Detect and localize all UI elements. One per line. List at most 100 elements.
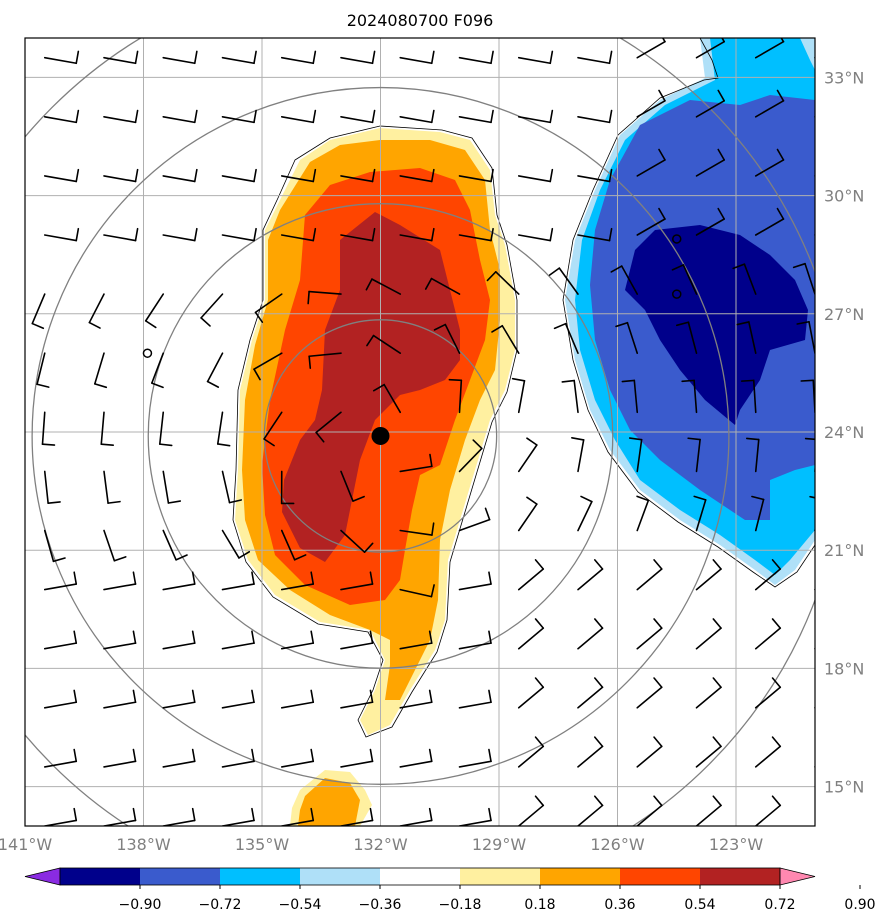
wind-barb-flag: [191, 689, 196, 704]
wind-barb-flag: [310, 571, 315, 585]
wind-barb: [814, 824, 815, 826]
wind-barb: [636, 38, 666, 59]
wind-barb: [754, 148, 785, 177]
wind-barb-shaft: [517, 175, 552, 183]
wind-barb-shaft: [754, 568, 782, 591]
wind-barb: [399, 584, 435, 598]
wind-barb-flag: [315, 431, 325, 443]
wind-barb: [43, 571, 78, 591]
wind-barb-shaft: [577, 56, 611, 65]
wind-barb: [340, 630, 374, 650]
wind-barb-flag: [431, 522, 435, 536]
wind-barb-flag: [193, 109, 198, 124]
wind-barb-flag: [615, 321, 629, 328]
wind-barb: [399, 630, 433, 650]
wind-barb-shaft: [340, 819, 374, 826]
wind-barb-flag: [717, 89, 726, 102]
wind-barb: [340, 50, 376, 65]
wind-barb-flag: [371, 109, 376, 124]
wind-barb-flag: [253, 50, 257, 65]
wind-barb-shaft: [43, 583, 78, 591]
wind-barb: [162, 571, 196, 591]
lat-tick-label: 33°N: [824, 68, 864, 87]
wind-barb-shaft: [748, 321, 757, 355]
wind-barb-flag: [369, 748, 374, 763]
wind-barb-flag: [73, 748, 78, 763]
wind-barb: [636, 207, 666, 236]
wind-barb: [162, 168, 198, 183]
wind-barb: [754, 38, 785, 59]
wind-barb-shaft: [808, 320, 815, 355]
wind-barb-shaft: [814, 706, 815, 709]
wind-barb-shaft: [577, 627, 604, 650]
wind-barb: [280, 470, 295, 505]
wind-barb-flag: [687, 437, 701, 441]
lon-tick-label: 138°W: [116, 835, 171, 854]
wind-barb: [103, 630, 137, 650]
wind-barb-shaft: [162, 470, 170, 504]
wind-barb-flag: [490, 168, 494, 183]
wind-barb-shaft: [636, 499, 650, 532]
wind-barb-flag: [800, 379, 815, 382]
wind-barb: [43, 227, 80, 242]
wind-barb-shaft: [558, 267, 579, 295]
wind-barb-shaft: [43, 529, 55, 563]
wind-barb: [36, 352, 50, 388]
wind-barb-shaft: [280, 529, 296, 561]
wind-barb: [340, 529, 374, 553]
wind-barb-flag: [191, 748, 196, 763]
wind-barb: [561, 379, 579, 414]
wind-barb: [577, 50, 613, 65]
wind-barb-shaft: [695, 159, 726, 177]
colorbar-tick-label: 0.90: [844, 897, 875, 913]
wind-barb-shaft: [43, 116, 78, 124]
wind-barb: [671, 264, 698, 295]
wind-barb: [458, 50, 494, 65]
wind-barb-flag: [47, 501, 61, 505]
wind-barb: [103, 50, 139, 65]
wind-barb: [754, 677, 782, 709]
longitude-tick-labels: 141°W 138°W 135°W 132°W 129°W 126°W 123°W: [0, 835, 763, 854]
wind-barb: [280, 571, 315, 591]
wind-barb-flag: [263, 438, 275, 447]
lat-lon-gridlines: [25, 38, 815, 826]
wind-barb-shaft: [754, 100, 785, 118]
wind-barb-flag: [484, 507, 491, 521]
wind-barb-flag: [134, 227, 139, 242]
wind-barb: [636, 89, 666, 118]
wind-barb-flag: [310, 748, 315, 763]
wind-barb: [458, 109, 494, 124]
wind-barb-shaft: [636, 686, 663, 709]
wind-barb-flag: [73, 571, 78, 585]
wind-barb-shaft: [399, 465, 433, 473]
wind-barb-flag: [73, 630, 78, 644]
wind-barb: [162, 689, 196, 709]
wind-barb: [577, 559, 604, 591]
wind-barb: [732, 263, 757, 295]
wind-barb: [315, 411, 342, 443]
colorbar-segment: [140, 868, 221, 885]
wind-barb-flag: [771, 559, 782, 570]
wind-barb-shaft: [383, 383, 402, 414]
wind-barb-flag: [132, 748, 137, 763]
wind-barb-flag: [369, 689, 374, 704]
wind-barb-flag: [430, 227, 435, 242]
wind-barb-shaft: [743, 263, 757, 295]
wind-barb-flag: [430, 109, 435, 124]
wind-barb-flag: [94, 383, 108, 389]
wind-barb-shaft: [43, 234, 78, 242]
wind-barb-flag: [253, 227, 257, 242]
wind-barb-flag: [776, 89, 785, 102]
wind-barb-shaft: [693, 379, 698, 414]
wind-barb-shaft: [695, 804, 722, 826]
wind-barb-flag: [549, 227, 554, 242]
wind-barb-flag: [608, 50, 613, 65]
wind-barb-flag: [430, 584, 435, 598]
contour-fill-small-0.36: [298, 778, 360, 826]
wind-barb-shaft: [280, 56, 315, 65]
wind-barb-shaft: [103, 583, 137, 591]
wind-barb-shaft: [399, 234, 433, 242]
wind-barb-shaft: [754, 159, 785, 177]
colorbar-tick-label: −0.18: [439, 897, 482, 913]
wind-barb: [577, 495, 593, 532]
